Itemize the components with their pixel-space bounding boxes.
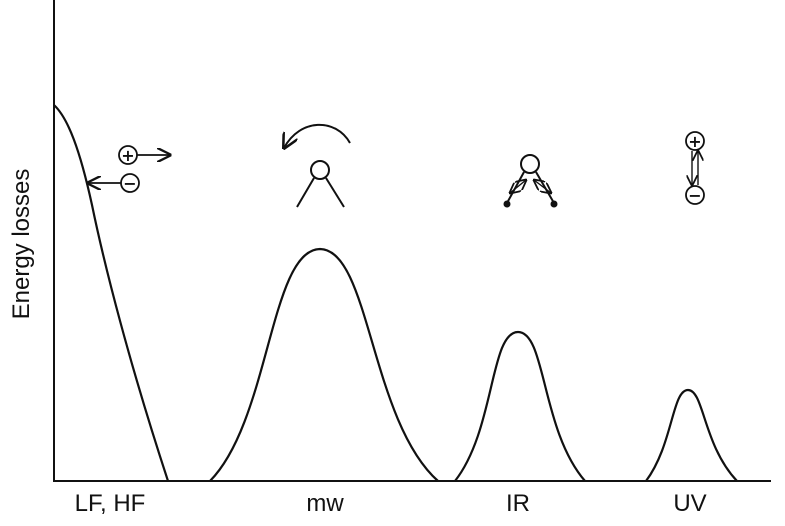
band-label-ir: IR bbox=[506, 490, 530, 517]
minus-charge-symbol: − bbox=[688, 186, 701, 205]
band-label-uv: UV bbox=[673, 490, 707, 517]
plus-charge-symbol: + bbox=[121, 146, 134, 165]
minus-charge-symbol: − bbox=[123, 174, 136, 193]
ir-loss-peak bbox=[454, 330, 586, 482]
band-label-lf-hf: LF, HF bbox=[74, 490, 146, 517]
mw-loss-peak bbox=[209, 247, 439, 482]
atomic-vibration-icon bbox=[503, 154, 558, 208]
uv-loss-peak bbox=[645, 388, 738, 482]
y-axis-label: Energy losses bbox=[8, 168, 35, 320]
charge-displacement-icon: + − bbox=[88, 145, 170, 193]
lf-hf-loss-curve bbox=[53, 104, 170, 482]
electronic-polarization-icon: + − bbox=[685, 131, 705, 205]
dipole-rotation-icon bbox=[284, 123, 351, 208]
band-label-mw: mw bbox=[306, 490, 344, 517]
plus-charge-symbol: + bbox=[688, 132, 701, 151]
